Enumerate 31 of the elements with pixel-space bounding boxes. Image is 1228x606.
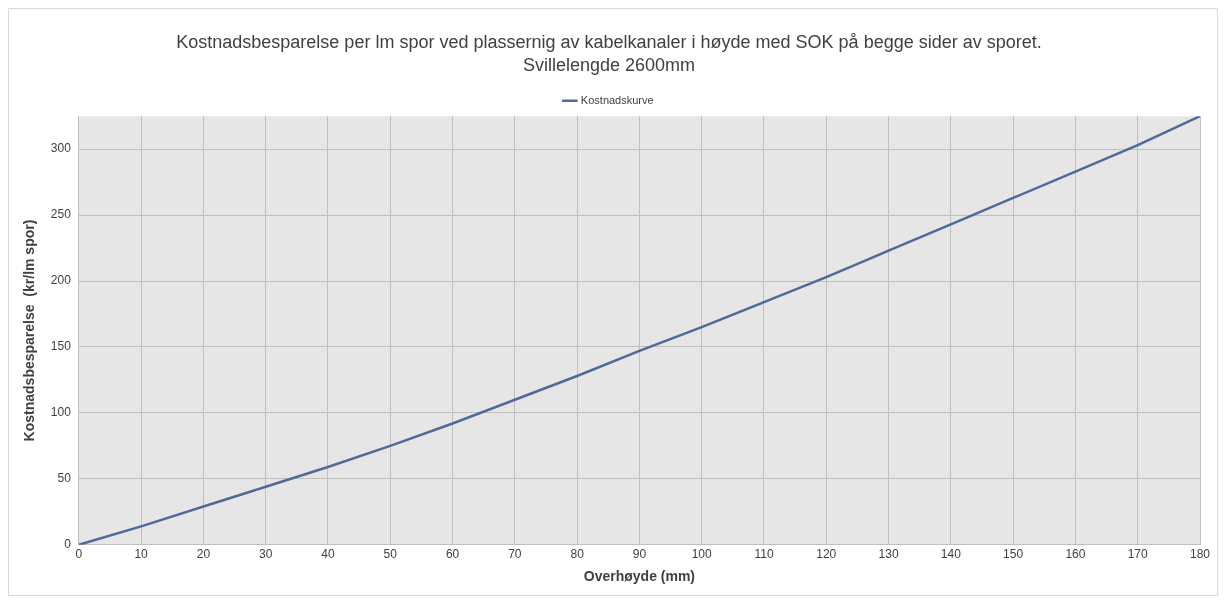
x-tick-label: 150 [1003,547,1024,562]
y-tick-label: 100 [50,405,72,420]
chart-subtitle: Svillelengde 2600mm [522,55,696,76]
y-tick-label: 200 [50,273,72,288]
x-tick-label: 140 [940,547,962,562]
x-axis-title: Overhøyde (mm) [583,568,696,585]
x-tick-label: 110 [754,547,774,562]
x-tick-label: 40 [321,547,335,562]
y-tick-label: 0 [64,537,72,552]
x-tick-label: 0 [75,547,83,562]
x-tick-label: 10 [134,547,149,562]
x-tick-label: 160 [1065,547,1086,562]
x-tick-label: 50 [383,547,398,562]
x-tick-label: 70 [508,547,522,562]
x-tick-label: 80 [570,547,585,562]
x-tick-label: 100 [691,547,713,562]
x-tick-label: 60 [445,547,460,562]
legend-label: Kostnadskurve [580,93,654,106]
x-tick-label: 20 [196,547,211,562]
x-tick-label: 120 [816,547,837,562]
y-tick-label: 250 [50,207,72,222]
y-tick-label: 50 [57,471,72,486]
y-tick-label: 300 [50,141,72,156]
x-tick-label: 170 [1127,547,1149,562]
x-tick-label: 30 [259,547,273,562]
y-tick-label: 150 [50,339,72,354]
x-tick-label: 90 [632,547,647,562]
chart-title: Kostnadsbesparelse per lm spor ved plassernig av kabelkanaler i høyde med SOK på begge sider av sporet. [176,31,1042,52]
x-tick-label: 180 [1189,547,1211,562]
y-axis-title: Kostnadsbesparelse (kr/lm spor) [21,219,38,442]
x-tick-label: 130 [878,547,899,562]
